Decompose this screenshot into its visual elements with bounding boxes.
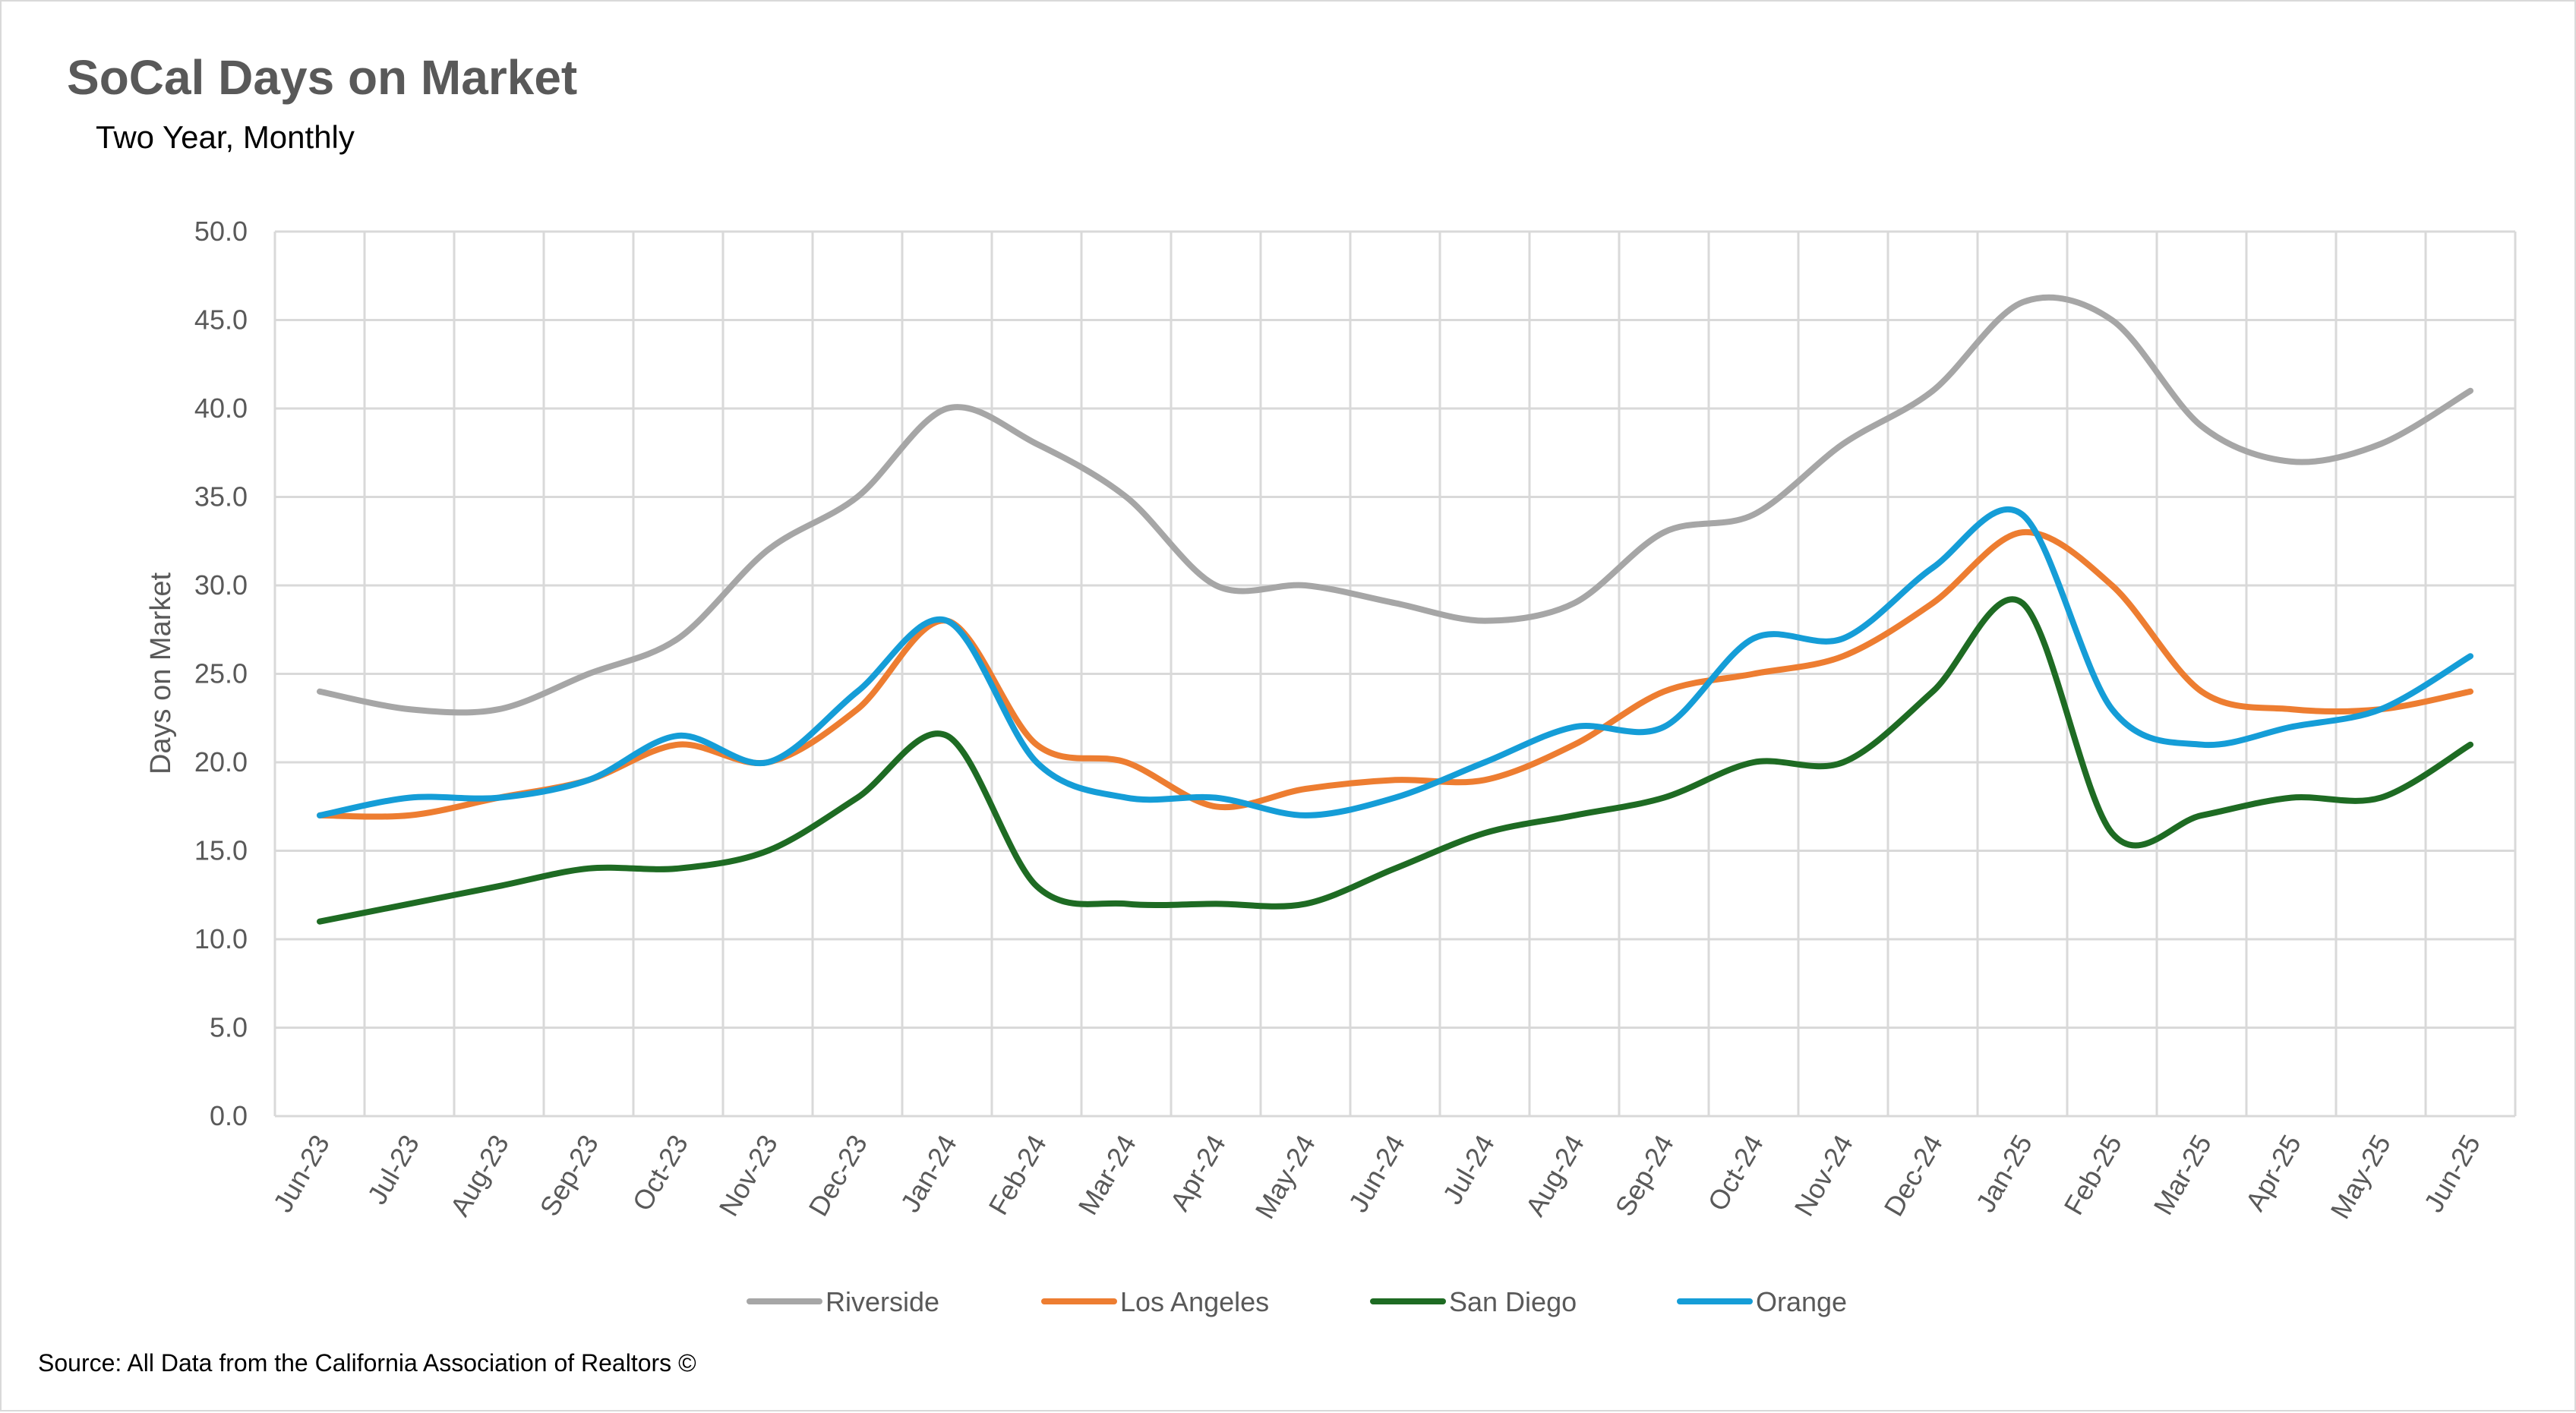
legend-label: San Diego [1449, 1286, 1577, 1317]
x-tick-label: Jan-25 [1969, 1130, 2038, 1218]
y-tick-label: 25.0 [194, 658, 248, 689]
legend: Riverside Los Angeles San Diego Orange [747, 1286, 1847, 1317]
series-lines [317, 294, 2473, 925]
x-tick-label: Jul-23 [361, 1130, 425, 1210]
source-note: Source: All Data from the California Ass… [38, 1349, 696, 1377]
y-tick-label: 40.0 [194, 393, 248, 424]
x-axis-ticks: Jun-23 Jul-23 Aug-23 Sep-23 Oct-23 Nov-23 Dec-… [267, 1130, 2486, 1224]
y-tick-label: 0.0 [210, 1100, 248, 1131]
x-tick-label: Nov-23 [712, 1130, 784, 1222]
chart-subtitle: Two Year, Monthly [96, 119, 355, 155]
x-tick-label: Nov-24 [1788, 1130, 1859, 1222]
x-tick-label: Aug-23 [444, 1130, 515, 1222]
x-tick-label: Dec-23 [802, 1130, 873, 1222]
x-tick-label: Sep-23 [533, 1130, 605, 1222]
x-tick-label: Apr-25 [2239, 1130, 2307, 1216]
y-tick-label: 50.0 [194, 216, 248, 247]
y-tick-label: 30.0 [194, 569, 248, 601]
x-tick-label: Jun-25 [2417, 1130, 2486, 1218]
y-axis-title: Days on Market [145, 572, 177, 775]
x-tick-label: Sep-24 [1608, 1130, 1680, 1222]
y-tick-label: 15.0 [194, 835, 248, 866]
chart-title: SoCal Days on Market [67, 50, 577, 105]
gridlines [273, 230, 2517, 1118]
x-tick-label: Jul-24 [1436, 1130, 1501, 1210]
legend-item-orange: Orange [1677, 1286, 1847, 1317]
y-tick-label: 45.0 [194, 304, 248, 336]
legend-item-riverside: Riverside [747, 1286, 939, 1317]
series-line-san-diego [317, 596, 2473, 925]
x-tick-label: Aug-24 [1519, 1130, 1590, 1222]
x-tick-label: Apr-24 [1163, 1130, 1232, 1216]
y-tick-label: 10.0 [194, 923, 248, 954]
series-line-orange [317, 506, 2473, 818]
legend-item-san-diego: San Diego [1370, 1286, 1577, 1317]
legend-label: Riverside [826, 1286, 939, 1317]
y-axis-ticks: 0.0 5.0 10.0 15.0 20.0 25.0 30.0 35.0 40.0 45.0 50… [194, 216, 248, 1131]
x-tick-label: Feb-24 [982, 1130, 1053, 1220]
x-tick-label: Oct-24 [1701, 1130, 1769, 1216]
x-tick-label: Jan-24 [894, 1130, 963, 1218]
series-line-riverside [317, 294, 2473, 716]
legend-item-los-angeles: Los Angeles [1041, 1286, 1269, 1317]
y-tick-label: 35.0 [194, 481, 248, 513]
x-tick-label: Oct-23 [626, 1130, 694, 1216]
x-tick-label: Mar-24 [1072, 1130, 1142, 1220]
x-tick-label: Mar-25 [2147, 1130, 2218, 1220]
series-line-los-angeles [317, 528, 2473, 820]
x-tick-label: Feb-25 [2057, 1130, 2128, 1220]
x-tick-label: Dec-24 [1877, 1130, 1949, 1222]
y-tick-label: 20.0 [194, 746, 248, 777]
x-tick-label: Jun-24 [1342, 1130, 1411, 1218]
x-tick-label: Jun-23 [267, 1130, 336, 1218]
x-tick-label: May-25 [2324, 1130, 2397, 1224]
legend-label: Los Angeles [1120, 1286, 1269, 1317]
legend-label: Orange [1756, 1286, 1847, 1317]
y-tick-label: 5.0 [210, 1012, 248, 1043]
x-tick-label: May-24 [1249, 1130, 1321, 1224]
